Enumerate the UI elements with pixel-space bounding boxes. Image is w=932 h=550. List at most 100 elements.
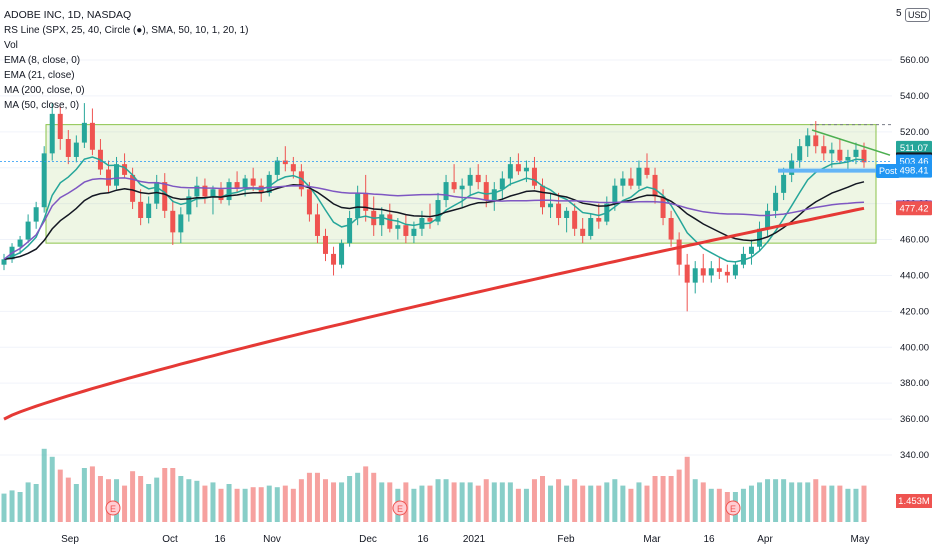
- volume-bar: [580, 485, 586, 522]
- volume-bar: [347, 476, 353, 522]
- candle-body: [829, 149, 835, 154]
- candle-body: [813, 135, 819, 147]
- volume-bar: [282, 485, 288, 522]
- candle-body: [515, 164, 521, 172]
- volume-bar: [716, 488, 722, 522]
- ticker-title[interactable]: ADOBE INC, 1D, NASDAQ: [4, 9, 132, 21]
- price-tick-label: 400.00: [900, 342, 929, 353]
- candle-body: [821, 146, 827, 154]
- candle-body: [668, 218, 674, 240]
- legend-ma200[interactable]: MA (200, close, 0): [4, 85, 85, 96]
- candle-body: [765, 210, 771, 229]
- candle-body: [596, 218, 602, 222]
- volume-bar: [298, 479, 304, 522]
- time-axis: Sep Oct 16 Nov Dec 16 2021 Feb Mar 16 Apr May: [61, 534, 869, 545]
- volume-bar: [829, 485, 835, 522]
- volume-bar: [81, 468, 87, 522]
- volume-bar: [419, 485, 425, 522]
- candle-body: [194, 185, 200, 197]
- volume-bar: [483, 479, 489, 522]
- earnings-marker-circle: [725, 500, 741, 516]
- candle-body: [853, 149, 859, 157]
- volume-bar: [105, 479, 111, 522]
- candle-body: [724, 271, 730, 276]
- time-tick-label: Sep: [61, 534, 79, 545]
- candle-body: [700, 268, 706, 276]
- volume-bar: [306, 472, 312, 522]
- volume-bar: [170, 468, 176, 522]
- candle-body: [548, 203, 554, 208]
- candle-body: [451, 182, 457, 190]
- candle-body: [781, 174, 787, 193]
- legend-rs-line[interactable]: RS Line (SPX, 25, 40, Circle (●), SMA, 5…: [4, 25, 249, 36]
- volume-bar: [41, 448, 47, 522]
- base-zone-rect: [45, 124, 877, 244]
- candle-body: [443, 182, 449, 201]
- volume-bar: [740, 488, 746, 522]
- candle-body: [331, 253, 337, 265]
- legend-ma50[interactable]: MA (50, close, 0): [4, 100, 80, 111]
- currency-button[interactable]: USD: [905, 8, 931, 22]
- volume-bar: [443, 479, 449, 522]
- candle-body: [218, 189, 224, 201]
- legend-ema21[interactable]: EMA (21, close): [4, 70, 75, 81]
- legend-ema8[interactable]: EMA (8, close, 0): [4, 55, 81, 66]
- price-tick-label: 540.00: [900, 91, 929, 102]
- candle-body: [25, 221, 31, 240]
- candle-body: [298, 171, 304, 190]
- candle-body: [170, 210, 176, 233]
- candle-body: [266, 174, 272, 193]
- volume-label-box: [896, 494, 932, 508]
- volume-bar: [250, 487, 256, 522]
- volume-bar: [531, 479, 537, 522]
- candle-body: [33, 207, 39, 222]
- volume-bar: [226, 484, 232, 522]
- volume-bar: [371, 472, 377, 522]
- candle-body: [564, 210, 570, 218]
- candle-body: [620, 178, 626, 186]
- time-tick-label: 16: [703, 534, 715, 545]
- candle-body: [1, 259, 7, 265]
- candle-body: [347, 218, 353, 244]
- volume-bar: [475, 485, 481, 522]
- price-label: 477.42: [899, 203, 928, 214]
- volume-bar: [805, 482, 811, 522]
- volume-bar: [411, 488, 417, 522]
- candle-body: [114, 164, 120, 186]
- candle-body: [379, 214, 385, 226]
- volume-bar: [122, 485, 128, 522]
- volume-bar: [684, 456, 690, 522]
- ma50-line: [3, 177, 865, 260]
- volume-bar: [548, 485, 554, 522]
- volume-bar: [435, 479, 441, 522]
- volume-bar: [234, 488, 240, 522]
- volume-bar: [789, 482, 795, 522]
- volume-bar: [218, 488, 224, 522]
- candle-body: [523, 167, 529, 172]
- price-label-box: [896, 140, 932, 155]
- candle-body: [226, 182, 232, 201]
- candle-body: [708, 268, 714, 276]
- candle-body: [644, 167, 650, 175]
- volume-bar: [331, 482, 337, 522]
- candles: [1, 103, 867, 312]
- candle-body: [845, 156, 851, 161]
- candle-body: [459, 185, 465, 190]
- volume-bar: [162, 468, 168, 522]
- candle-body: [427, 218, 433, 222]
- volume-bar: [845, 488, 851, 522]
- candle-body: [467, 174, 473, 186]
- price-tick-label: 360.00: [900, 414, 929, 425]
- candle-body: [797, 146, 803, 161]
- candle-body: [322, 235, 328, 254]
- volume-bar: [765, 479, 771, 522]
- volume-label: 1.453M: [898, 496, 930, 507]
- time-tick-label: May: [851, 534, 870, 545]
- candle-body: [507, 164, 513, 179]
- legend-vol[interactable]: Vol: [4, 40, 18, 51]
- price-axis: 560.00540.00520.00500.00480.00460.00440.…: [896, 55, 932, 508]
- candle-body: [435, 200, 441, 222]
- volume-bar: [861, 485, 867, 522]
- candle-body: [210, 189, 216, 197]
